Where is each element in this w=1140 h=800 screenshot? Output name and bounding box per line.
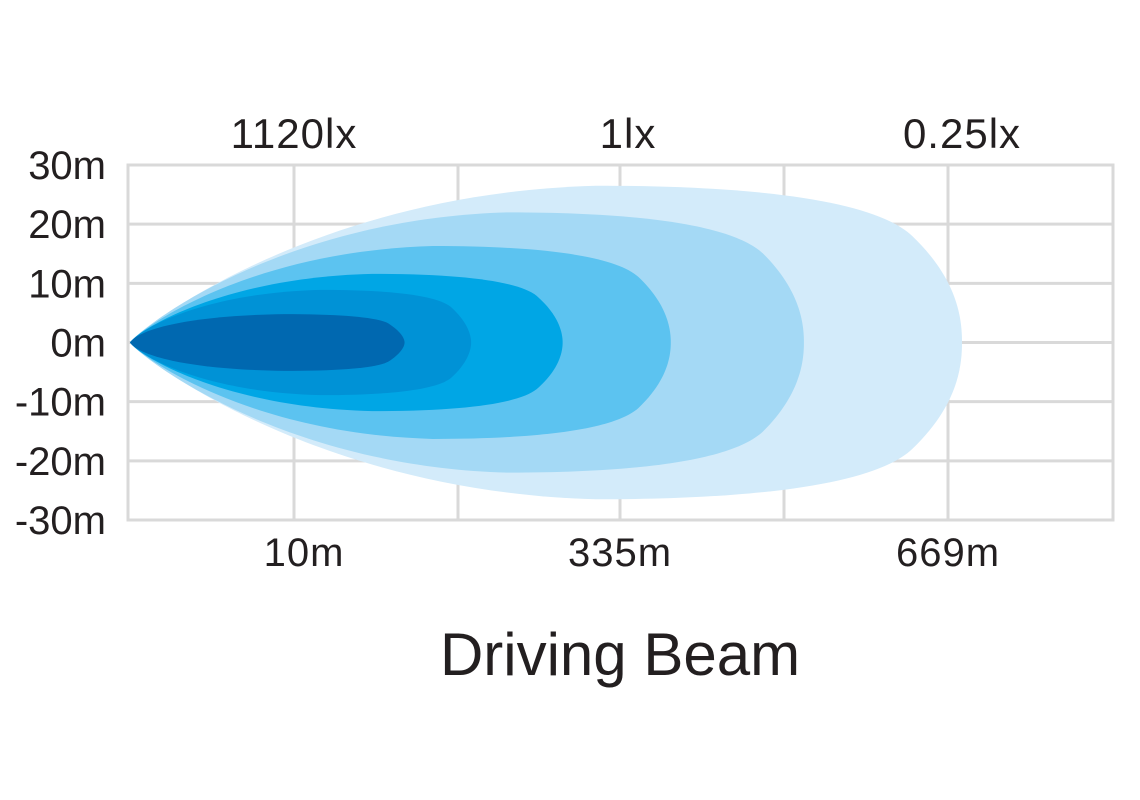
plot-frame [126,163,1115,522]
y-tick-label: 0m [50,322,106,366]
distance-labels: 10m 335m 669m [264,531,1000,575]
beam-pattern [130,185,962,500]
lux-labels: 1120lx 1lx 0.25lx [231,110,1021,157]
y-tick-label: -30m [15,499,106,543]
y-tick-label: 30m [28,144,106,188]
distance-label: 669m [896,531,1000,575]
y-tick-label: 10m [28,262,106,306]
beam-zone-6 [130,314,405,371]
y-axis-labels: 30m 20m 10m 0m -10m -20m -30m [15,144,106,543]
distance-label: 10m [264,531,345,575]
y-tick-label: -10m [15,381,106,425]
chart-title: Driving Beam [440,621,800,688]
distance-label: 335m [568,531,672,575]
y-tick-label: -20m [15,440,106,484]
lux-label: 1lx [600,110,657,157]
lux-label: 0.25lx [903,110,1021,157]
y-tick-label: 20m [28,203,106,247]
lux-label: 1120lx [231,110,358,157]
